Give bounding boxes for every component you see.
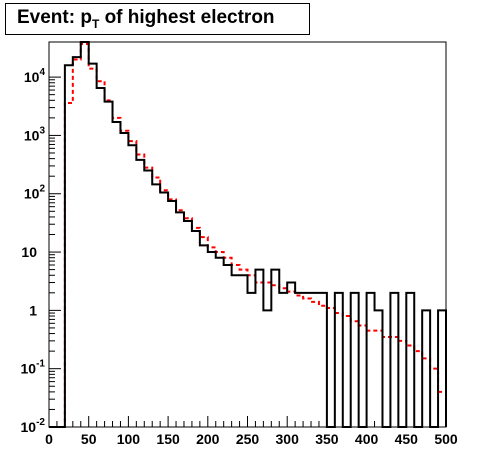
title-prefix: Event: p	[17, 7, 92, 28]
y-tick-label: 10-2	[21, 417, 46, 435]
x-tick-label: 350	[315, 431, 339, 447]
x-tick-label: 400	[355, 431, 379, 447]
x-tick-label: 250	[236, 431, 260, 447]
x-tick-label: 300	[276, 431, 300, 447]
x-tick-label: 150	[156, 431, 180, 447]
y-tick-label: 103	[24, 125, 46, 143]
x-tick-label: 100	[117, 431, 141, 447]
series-layer	[49, 41, 447, 428]
axis-layer: 0 50 100 150 200 250 300 350 400 450 500 10-2 10-1 1 1…	[21, 67, 458, 447]
y-tick-label: 102	[24, 184, 46, 202]
x-tick-label: 500	[434, 431, 458, 447]
x-tick-label: 0	[45, 431, 53, 447]
chart-title: Event: pT of highest electron	[17, 7, 275, 31]
title-suffix: of highest electron	[99, 7, 275, 28]
x-tick-label: 200	[196, 431, 220, 447]
x-tick-label: 450	[395, 431, 419, 447]
title-subscript: T	[91, 17, 100, 31]
x-tick-label: 50	[81, 431, 97, 447]
y-tick-label: 104	[24, 67, 46, 85]
y-tick-label: 10-1	[21, 359, 46, 377]
y-tick-label: 1	[29, 302, 37, 318]
y-tick-label: 10	[21, 244, 37, 260]
chart-title-box: Event: pT of highest electron	[5, 3, 310, 35]
